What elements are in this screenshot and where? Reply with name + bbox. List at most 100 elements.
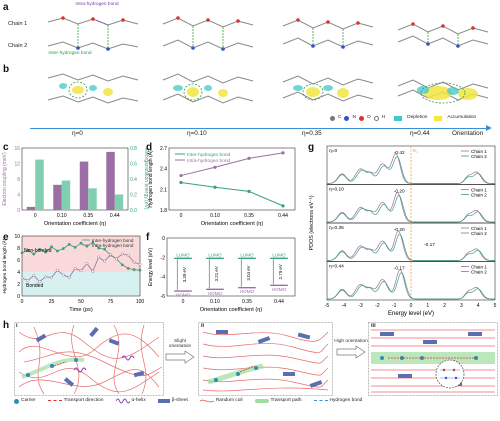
data-point xyxy=(55,268,59,272)
x-axis-label: Orientation coefficient (η) xyxy=(44,221,107,227)
lumo-label: LUMO xyxy=(272,252,286,257)
plot-frame xyxy=(168,147,296,211)
plot-frame xyxy=(21,147,129,211)
legend-beta-sheet: β-sheet xyxy=(157,398,188,404)
y-tick-label: -4 xyxy=(161,275,166,281)
data-point xyxy=(247,156,251,160)
legend-text: Intra-hydrogen bond xyxy=(187,158,231,164)
chain2-backbone-4 xyxy=(397,35,489,47)
legend-text: Chain 1 xyxy=(471,264,487,269)
y-tick-label: 2.7 xyxy=(160,146,167,152)
y2-tick-label: 0.6 xyxy=(130,162,137,168)
random-coil-icon xyxy=(199,399,214,403)
legend-accumulation: Accumulation xyxy=(447,115,477,121)
y-tick-label: 0 xyxy=(162,236,165,242)
data-point xyxy=(26,248,30,252)
pdos-curve xyxy=(326,233,496,261)
data-point xyxy=(44,275,48,279)
chart-f: 0 -2 -4 -6 LUMO HOMO 3.39 eV 0 LUMO HOMO 3.21 eV 0.… xyxy=(148,236,296,313)
charge-density-structures-b xyxy=(47,73,489,104)
legend-h: H xyxy=(381,115,386,121)
x-tick-label: 100 xyxy=(136,299,145,305)
schematic-h-i xyxy=(14,322,164,396)
x-tick-label: 0.10 xyxy=(210,213,220,219)
x-axis-label: Energy level (eV) xyxy=(388,311,434,317)
right-arrow-icon xyxy=(336,345,366,359)
x-tick-label: 2 xyxy=(443,303,446,309)
lumo-label: LUMO xyxy=(176,252,190,257)
legend-text: Chain 1 xyxy=(471,187,487,192)
bar-reorganization-energy xyxy=(88,188,97,210)
depletion-swatch xyxy=(394,116,403,121)
data-point xyxy=(138,262,142,266)
panel-label-b: b xyxy=(3,64,10,75)
series-line xyxy=(180,181,284,207)
y2-tick-label: 0.8 xyxy=(130,146,137,152)
data-point xyxy=(120,252,124,256)
legend-text: Inter-hydrogen bond xyxy=(92,238,134,243)
x-tick-label: 0.10 xyxy=(57,213,67,219)
lumo-label: LUMO xyxy=(240,252,254,257)
legend-carrier-text: Carrier xyxy=(21,397,36,403)
nitrogen-dot-icon xyxy=(344,116,350,121)
legend-transport-direction-text: Transport direction xyxy=(63,397,104,403)
x-tick-label: 0.44 xyxy=(110,213,120,219)
alpha-helix-icon xyxy=(115,398,130,404)
x-axis-label: Time (ps) xyxy=(69,307,93,313)
high-orientation-arrow: High orientation xyxy=(334,339,368,361)
schematic-h-iii xyxy=(368,322,498,396)
data-point xyxy=(50,275,53,279)
peak-label: -0.17 xyxy=(394,266,405,272)
intra-bond-label: Intra-hydrogen bond xyxy=(75,2,119,7)
legend-text: Inter-hydrogen bond xyxy=(187,152,231,158)
data-point xyxy=(120,263,124,267)
x-tick-label: 0.10 xyxy=(210,299,220,305)
x-tick-label: -1 xyxy=(392,303,397,309)
lumo-label: LUMO xyxy=(208,252,222,257)
y-tick-label: 4 xyxy=(17,270,20,276)
x-tick-label: 0 xyxy=(410,303,413,309)
y-axis-label: Electron coupling (meV) xyxy=(2,152,8,206)
slight-orientation-arrow: Slight orientation xyxy=(164,339,196,366)
peak-label: -0.20 xyxy=(394,227,405,233)
peak-label: -0.20 xyxy=(394,189,405,195)
x-tick-label: 3 xyxy=(460,303,463,309)
legend-depletion: Depletion xyxy=(407,115,428,121)
legend-transport-path: Transport path xyxy=(254,398,302,404)
bar-electron-coupling xyxy=(79,161,89,210)
pdos-curve xyxy=(326,195,496,223)
transport-direction-icon xyxy=(47,400,62,402)
bar-reorganization-energy xyxy=(114,194,124,210)
bar-electron-coupling xyxy=(53,184,62,210)
homo-label: HOMO xyxy=(176,293,191,298)
orientation-label: Orientation xyxy=(452,130,484,137)
data-point xyxy=(67,242,71,246)
schematic-legend: Carrier Transport direction α-helix β-sh… xyxy=(14,398,494,404)
x-tick-label: 0.44 xyxy=(274,299,284,305)
y-tick-label: 0 xyxy=(17,294,20,300)
data-point xyxy=(103,247,107,251)
data-point xyxy=(213,165,217,169)
data-point xyxy=(38,247,42,251)
data-point xyxy=(281,151,285,155)
y2-axis-label: Reorganization energy (eV) xyxy=(143,148,149,209)
legend-random-coil: Random coil xyxy=(199,398,243,404)
data-point xyxy=(85,262,89,266)
panel-label-c: c xyxy=(3,142,9,153)
x-tick-label: -3 xyxy=(358,303,363,309)
beta-sheet-icon xyxy=(157,398,170,403)
data-point xyxy=(132,268,136,272)
atom-legend: C N O H Depletion Accumulation xyxy=(330,115,477,121)
annotation-non-bonded: Non-bonded xyxy=(24,248,52,254)
legend-n: N xyxy=(352,115,356,121)
y-tick-label: 6 xyxy=(17,258,20,264)
data-point xyxy=(91,269,95,273)
homo-label: HOMO xyxy=(240,289,255,294)
x-tick-label: 0.35 xyxy=(83,213,93,219)
y-tick-label: 8 xyxy=(17,177,20,183)
data-point xyxy=(20,276,24,280)
y-axis-label: Energy level (eV) xyxy=(148,247,154,286)
peak-label: -0.42 xyxy=(394,150,405,156)
panel-label-a: a xyxy=(3,2,9,13)
